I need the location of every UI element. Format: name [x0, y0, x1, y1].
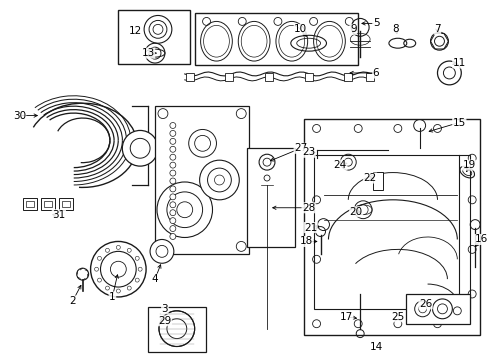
Circle shape: [157, 182, 212, 238]
Text: 30: 30: [13, 111, 26, 121]
Text: 8: 8: [392, 24, 398, 34]
Text: 23: 23: [302, 147, 315, 157]
Circle shape: [97, 278, 101, 282]
Circle shape: [169, 162, 176, 168]
Circle shape: [169, 186, 176, 192]
Circle shape: [138, 267, 142, 271]
Bar: [313, 155, 469, 309]
Circle shape: [127, 286, 131, 290]
Bar: [194, 13, 358, 65]
Text: 12: 12: [128, 26, 142, 36]
Circle shape: [169, 138, 176, 144]
Circle shape: [135, 256, 139, 260]
Bar: [225, 73, 233, 81]
Circle shape: [169, 202, 176, 208]
Circle shape: [169, 146, 176, 152]
Text: 1: 1: [109, 292, 116, 302]
Bar: [303, 118, 479, 334]
Circle shape: [97, 256, 101, 260]
Bar: [304, 73, 312, 81]
Circle shape: [188, 130, 216, 157]
Text: 31: 31: [52, 210, 65, 220]
Circle shape: [169, 226, 176, 231]
Circle shape: [169, 210, 176, 216]
Circle shape: [127, 248, 131, 252]
Text: 10: 10: [294, 24, 306, 34]
Bar: [372, 172, 382, 190]
Text: 29: 29: [158, 316, 171, 326]
Text: 3: 3: [162, 304, 168, 314]
Text: 19: 19: [462, 160, 475, 170]
Text: 16: 16: [473, 234, 487, 244]
Bar: [44, 201, 52, 207]
Text: 17: 17: [339, 312, 352, 322]
Circle shape: [94, 267, 98, 271]
Bar: [247, 148, 294, 247]
Bar: [41, 198, 55, 210]
Circle shape: [169, 194, 176, 200]
Circle shape: [135, 278, 139, 282]
Text: 2: 2: [69, 296, 76, 306]
Text: 18: 18: [300, 237, 313, 247]
Circle shape: [150, 239, 174, 263]
Text: 14: 14: [368, 342, 382, 351]
Text: 11: 11: [452, 58, 465, 68]
Text: 4: 4: [151, 274, 158, 284]
Circle shape: [169, 122, 176, 129]
Text: 28: 28: [302, 203, 315, 213]
Text: 24: 24: [333, 160, 346, 170]
Bar: [148, 307, 205, 352]
Text: 15: 15: [452, 117, 465, 127]
Circle shape: [169, 234, 176, 239]
Circle shape: [169, 130, 176, 136]
Circle shape: [105, 286, 109, 290]
Text: 25: 25: [390, 312, 404, 322]
Circle shape: [105, 248, 109, 252]
Circle shape: [90, 242, 146, 297]
Circle shape: [169, 178, 176, 184]
Bar: [59, 198, 73, 210]
Text: 9: 9: [349, 24, 356, 34]
Bar: [264, 73, 272, 81]
Bar: [26, 201, 34, 207]
Text: 27: 27: [293, 143, 307, 153]
Text: 7: 7: [433, 24, 440, 34]
Bar: [405, 294, 469, 324]
Text: 13: 13: [141, 48, 154, 58]
Bar: [23, 198, 37, 210]
Bar: [155, 106, 249, 254]
Text: 26: 26: [418, 299, 431, 309]
Bar: [118, 9, 189, 64]
Circle shape: [116, 289, 120, 293]
Text: 6: 6: [372, 68, 379, 78]
Bar: [61, 201, 70, 207]
Circle shape: [116, 246, 120, 249]
Text: 5: 5: [372, 18, 379, 28]
Circle shape: [169, 170, 176, 176]
Circle shape: [259, 154, 274, 170]
Text: 21: 21: [304, 222, 317, 233]
Circle shape: [169, 154, 176, 160]
Circle shape: [199, 160, 239, 200]
Circle shape: [159, 311, 194, 347]
Bar: [366, 73, 373, 81]
Bar: [185, 73, 193, 81]
Circle shape: [122, 130, 158, 166]
Text: 20: 20: [349, 207, 362, 217]
Circle shape: [169, 218, 176, 224]
Text: 22: 22: [363, 173, 376, 183]
Bar: [344, 73, 351, 81]
